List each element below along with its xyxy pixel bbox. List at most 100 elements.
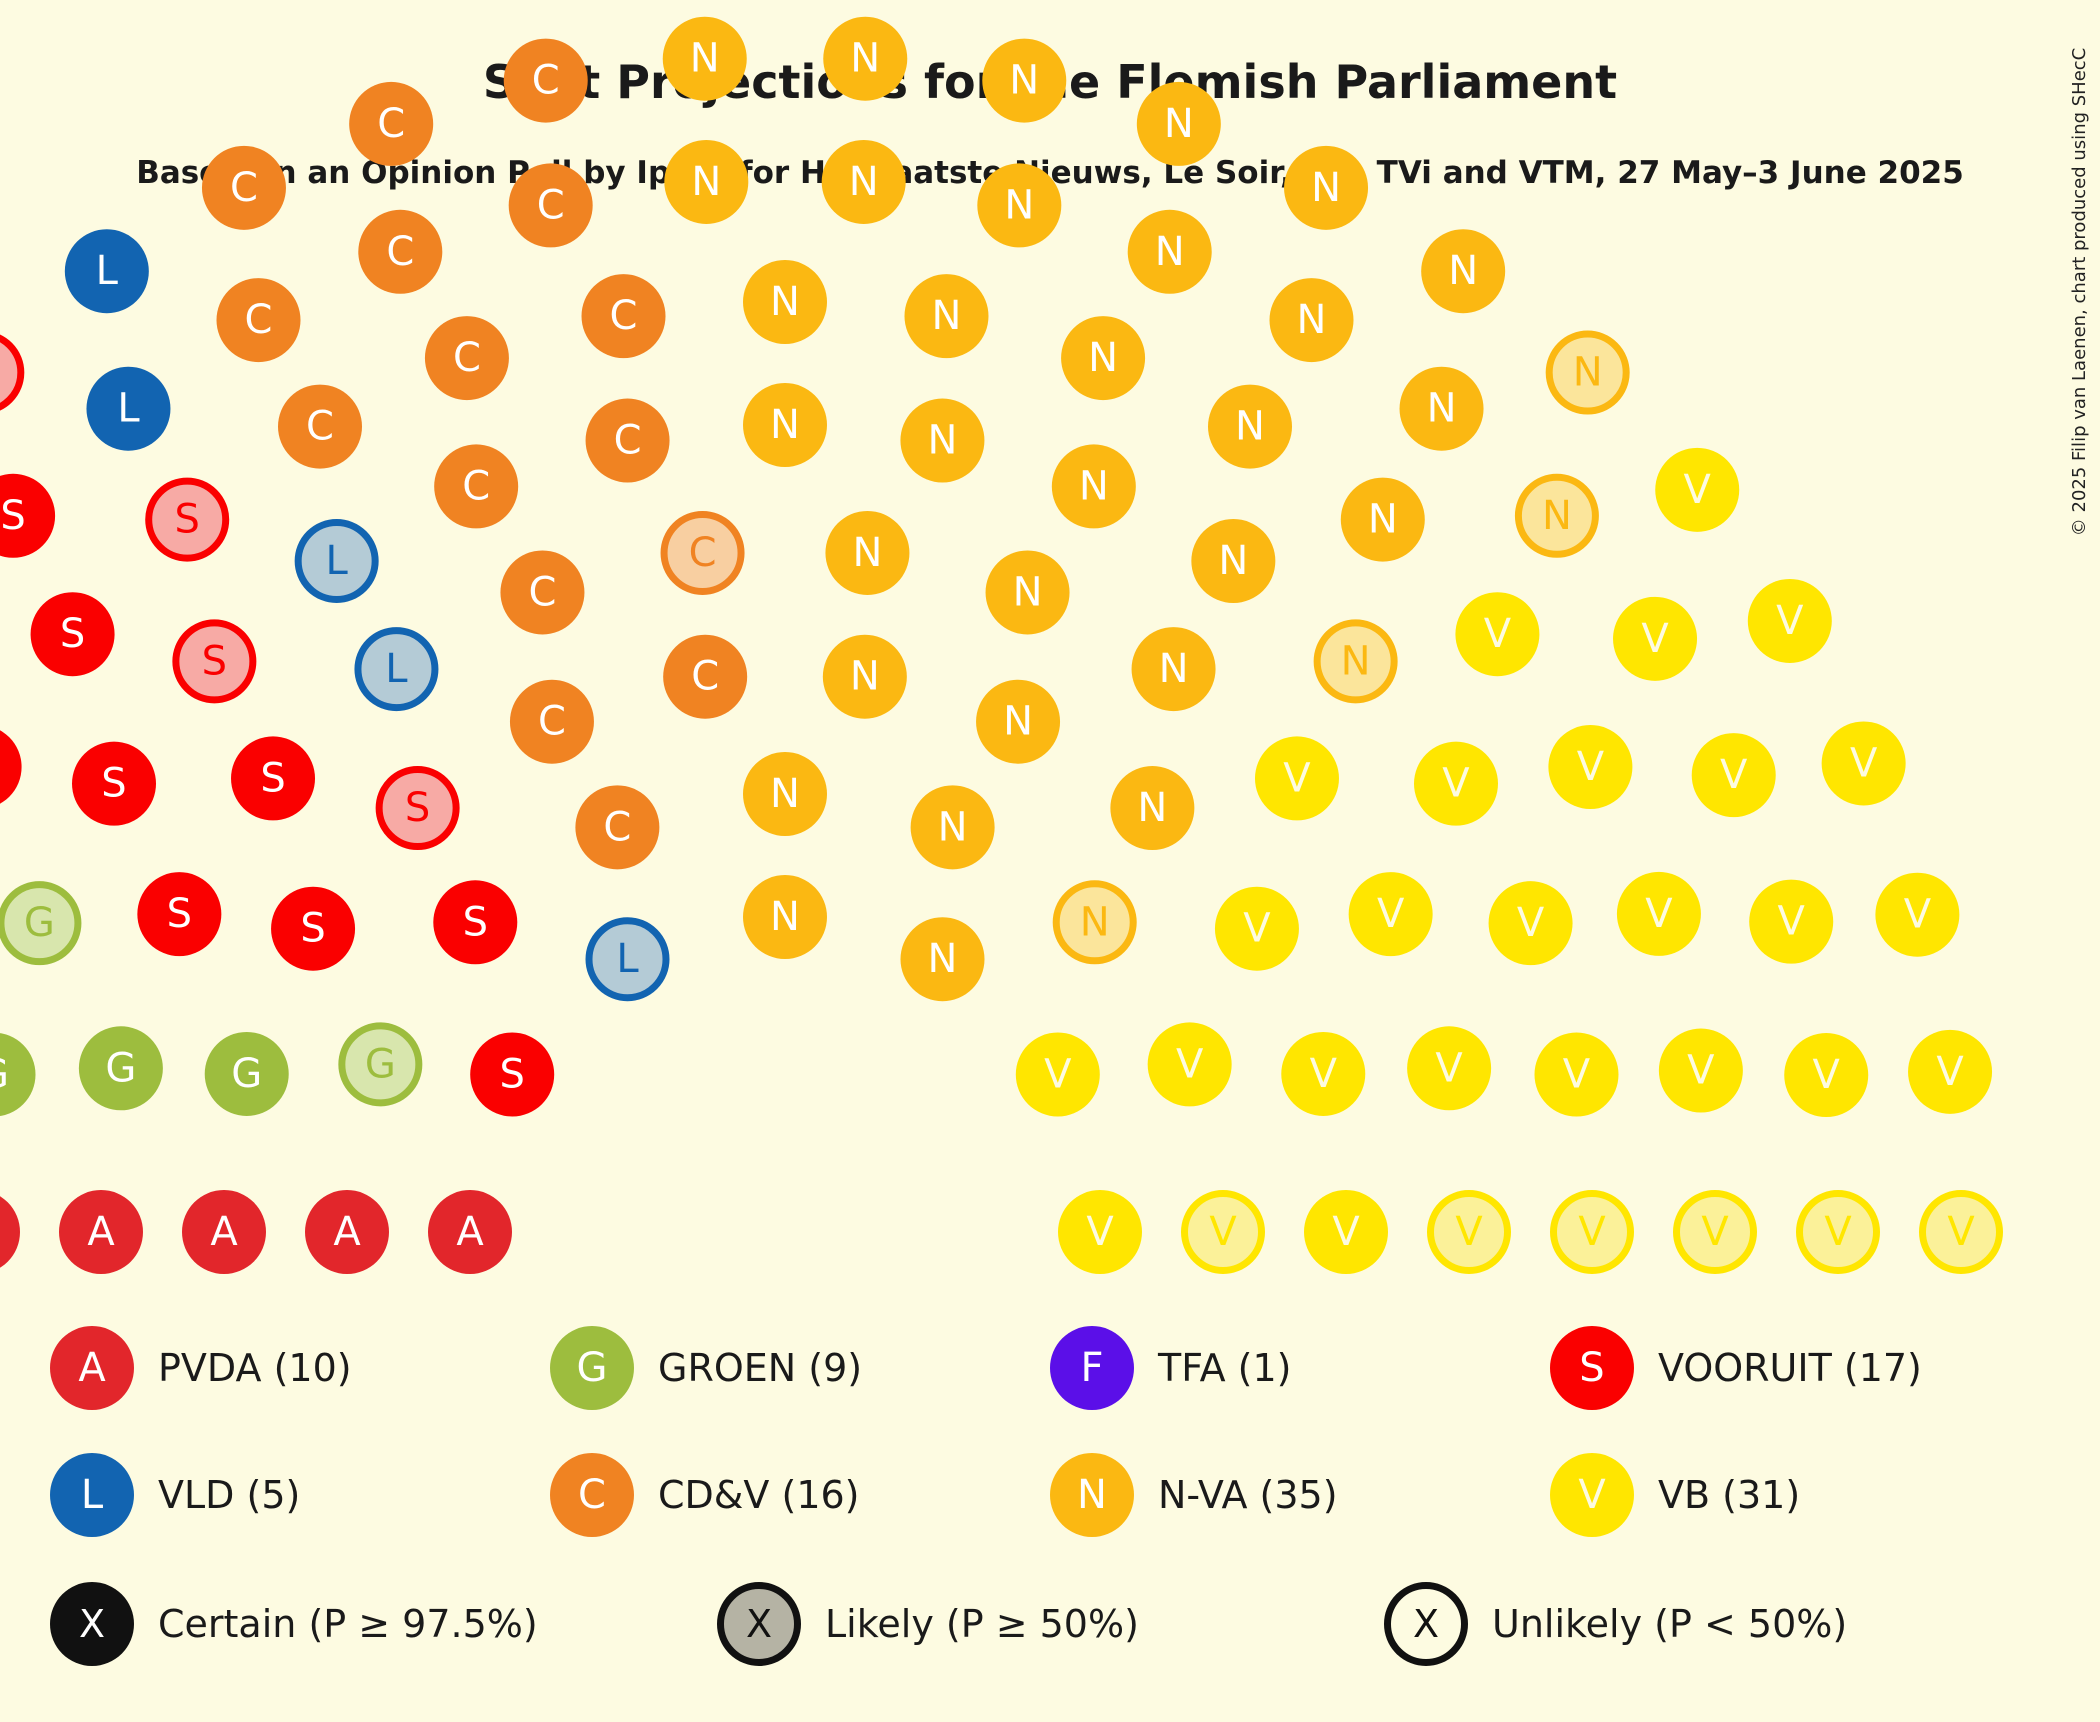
legend-likely-label: Likely (P ≥ 50%) (825, 1602, 1139, 1646)
seat-letter: V (1044, 1052, 1072, 1098)
seat-v: V (1304, 1190, 1388, 1274)
seat-n: N (900, 917, 985, 1002)
seat-letter: G (0, 1052, 9, 1098)
seat-s: S (72, 741, 157, 826)
seat-letter: C (528, 569, 556, 615)
seat-letter: V (1684, 467, 1712, 513)
seat-s: S (0, 473, 56, 558)
seat-a: A (428, 1190, 512, 1274)
seat-letter: V (1310, 1051, 1338, 1097)
seat-c: C (575, 785, 660, 870)
seat-letter: N (770, 894, 800, 940)
legend-certain-label: Certain (P ≥ 97.5%) (158, 1602, 538, 1646)
seat-s: S (271, 886, 356, 971)
seat-letter: V (1641, 616, 1669, 662)
legend-certain-marker: X (50, 1582, 134, 1666)
seat-letter: N (1448, 248, 1478, 294)
seat-a: A (305, 1190, 389, 1274)
legend-label-n: N-VA (35) (1158, 1473, 1338, 1517)
seat-letter: N (928, 936, 958, 982)
seat-n: N (664, 139, 749, 224)
seat-g: G (78, 1026, 163, 1111)
seat-n: N (822, 634, 907, 719)
seat-letter: N (1003, 699, 1033, 745)
seat-v: V (1534, 1032, 1619, 1117)
seat-letter: C (453, 335, 481, 381)
seat-v: V (1784, 1033, 1869, 1118)
seat-s: S (231, 736, 316, 821)
seat-n: N (977, 163, 1062, 248)
seat-a: A (182, 1190, 266, 1274)
seat-letter: C (691, 654, 719, 700)
seat-letter: A (210, 1209, 238, 1255)
seat-n: N (1313, 619, 1398, 704)
seat-v: V (1214, 886, 1299, 971)
seat-letter: L (616, 936, 639, 982)
seat-n: N (743, 383, 827, 467)
svg-text:X: X (1413, 1602, 1439, 1646)
seat-letter: N (1164, 101, 1194, 147)
seat-letter: A (456, 1209, 484, 1255)
seat-letter: L (385, 646, 408, 692)
seat-letter: N (1077, 1472, 1107, 1518)
seat-letter: S (167, 891, 192, 937)
legend-swatch-n: N (1050, 1453, 1134, 1537)
seat-letter: G (365, 1041, 396, 1087)
seat-n: N (743, 260, 827, 344)
seat-g: G (204, 1031, 289, 1116)
seat-letter: N (1573, 350, 1603, 396)
seat-v: V (1281, 1031, 1366, 1116)
seat-letter: V (1776, 598, 1804, 644)
seat-letter: N (770, 402, 800, 448)
seat-v: V (1548, 725, 1633, 809)
seat-letter: F (1080, 1345, 1103, 1391)
seat-g: G (0, 881, 82, 966)
seat-letter: C (537, 182, 565, 228)
seat-l: L (585, 917, 670, 1002)
seat-v: V (1488, 881, 1573, 966)
svg-text:X: X (746, 1602, 772, 1646)
seat-n: N (1421, 229, 1506, 314)
seat-n: N (1208, 384, 1292, 469)
seat-n: N (1514, 473, 1599, 558)
seat-letter: A (333, 1209, 361, 1255)
seat-v: V (1821, 721, 1906, 806)
seat-letter: N (770, 771, 800, 817)
seat-letter: L (81, 1472, 104, 1518)
legend-swatch-g: G (550, 1326, 634, 1410)
seat-letter: V (1517, 900, 1545, 946)
seat-letter: S (175, 497, 200, 543)
seat-v: V (1455, 592, 1540, 677)
seat-n: N (743, 752, 827, 836)
seat-letter: N (927, 418, 957, 464)
seat-v: V (1254, 736, 1339, 821)
seat-letter: N (1427, 386, 1457, 432)
seat-letter: C (462, 463, 490, 509)
legend: A PVDA (10) G GROEN (9) F TFA (1) S VOORUIT (17… (50, 1326, 1922, 1666)
seat-s: S (137, 872, 222, 957)
seat-c: C (509, 679, 594, 764)
seat-letter: N (1297, 297, 1327, 343)
seat-letter: V (1778, 899, 1806, 945)
seat-letter: N (1079, 463, 1109, 509)
seat-letter: C (610, 293, 638, 339)
seat-n: N (1399, 366, 1484, 451)
seat-letter: S (500, 1052, 525, 1098)
seat-v: V (1058, 1190, 1142, 1274)
seat-s: S (470, 1032, 555, 1117)
seat-c: C (424, 316, 509, 401)
legend-label-s: VOORUIT (17) (1658, 1346, 1922, 1390)
seat-letter: V (1563, 1052, 1591, 1098)
seat-letter: V (1442, 761, 1470, 807)
seat-letter: S (60, 611, 85, 657)
seat-v: V (1427, 1190, 1511, 1274)
seat-letter: V (1578, 1209, 1606, 1255)
seat-n: N (1340, 477, 1425, 562)
seat-n: N (825, 510, 910, 595)
seat-letter: S (260, 755, 285, 801)
seat-letter: L (96, 248, 119, 294)
seat-c: C (663, 634, 748, 719)
seat-n: N (1052, 880, 1137, 965)
seat-c: C (508, 163, 593, 248)
